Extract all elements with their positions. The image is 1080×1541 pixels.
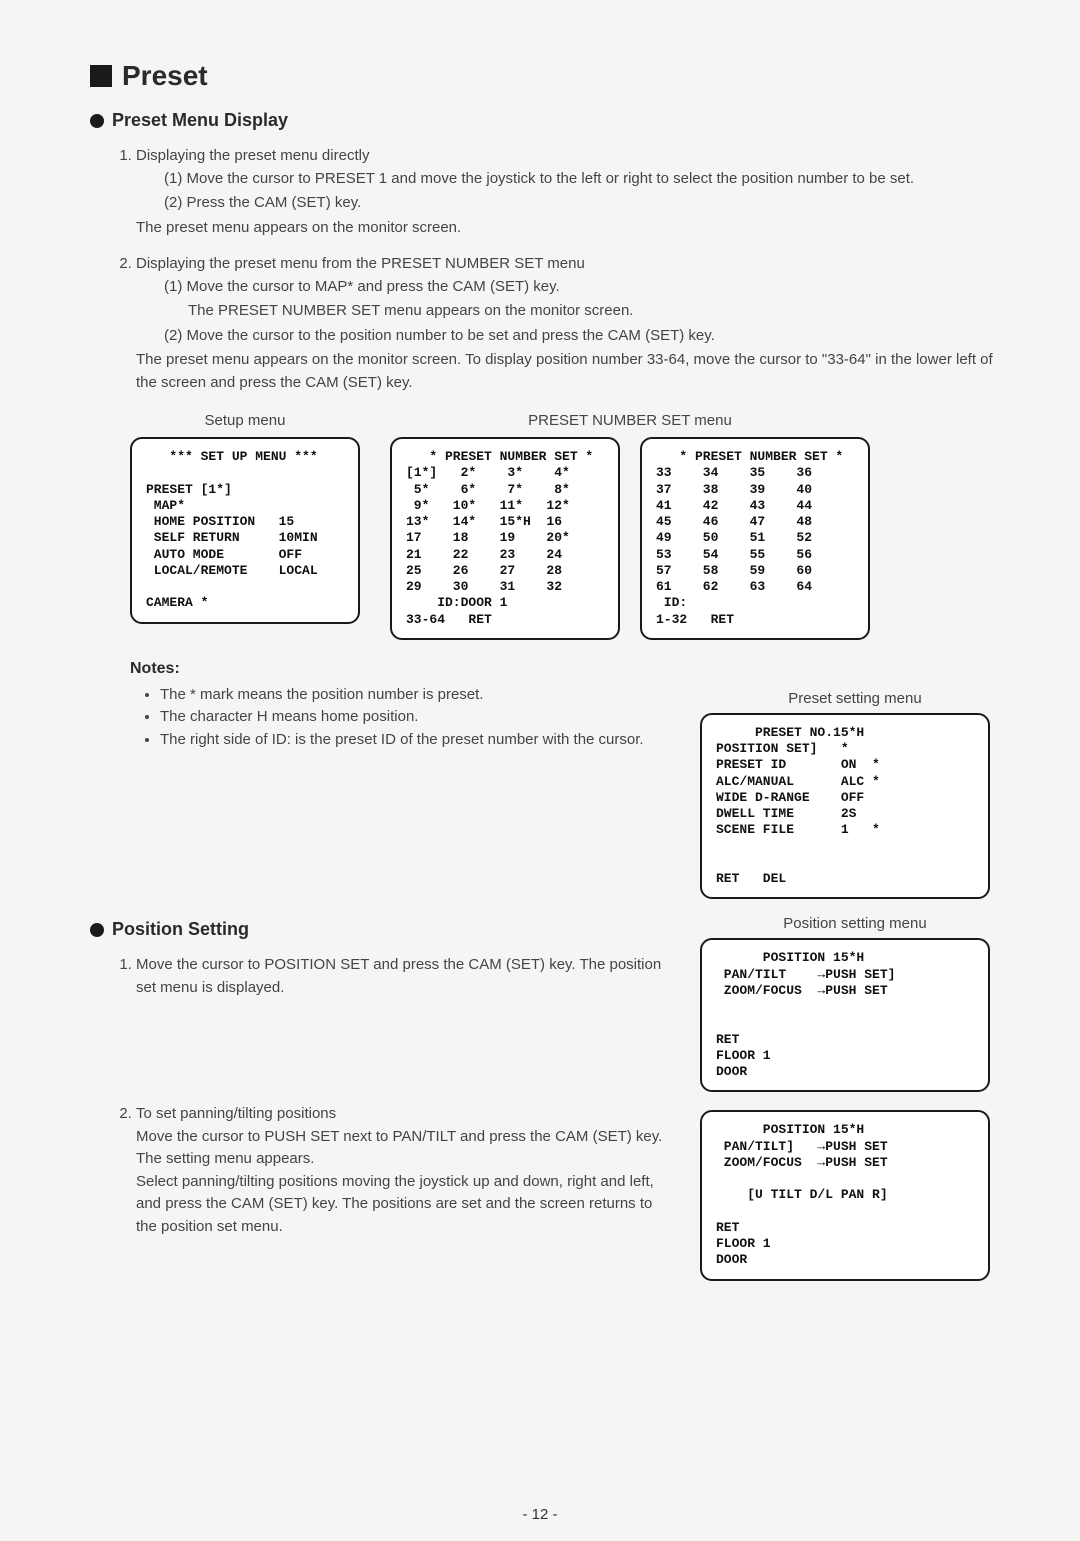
step-text: The PRESET NUMBER SET menu appears on th… [164,300,1010,323]
step-text: Move the cursor to PUSH SET next to PAN/… [136,1126,670,1171]
step-text: Move the cursor to POSITION SET and pres… [136,956,661,996]
step-text: Select panning/tilting positions moving … [136,1171,670,1239]
note-item: The character H means home position. [160,706,670,729]
preset-number-screen-2: * PRESET NUMBER SET * 33 34 35 36 37 38 … [640,437,870,640]
notes-list: The * mark means the position number is … [130,684,670,752]
item-intro: Displaying the preset menu directly [136,147,369,164]
step-text: (2) Move the cursor to the position numb… [164,325,1010,348]
page-title: Preset [122,60,208,92]
page-number: - 12 - [0,1506,1080,1523]
section-heading: Position Setting [112,919,249,940]
section-heading-row: Position Setting [90,919,670,940]
step-text: The preset menu appears on the monitor s… [136,217,1010,240]
section-heading: Preset Menu Display [112,110,288,131]
notes-block: Notes: The * mark means the position num… [130,660,1010,900]
setup-menu-screen: *** SET UP MENU *** PRESET [1*] MAP* HOM… [130,437,360,624]
list-item: Move the cursor to POSITION SET and pres… [136,954,670,1089]
menu-label: PRESET NUMBER SET menu [528,412,732,429]
step-text: (1) Move the cursor to MAP* and press th… [164,276,1010,299]
notes-left: The * mark means the position number is … [130,684,670,752]
note-item: The right side of ID: is the preset ID o… [160,729,670,752]
menu-screens-row: Setup menu *** SET UP MENU *** PRESET [1… [130,412,1010,640]
list-item: Displaying the preset menu from the PRES… [136,253,1010,394]
menu-label: Position setting menu [700,915,1010,932]
list-item: Displaying the preset menu directly (1) … [136,145,1010,239]
procedure-list-2: Move the cursor to POSITION SET and pres… [90,954,670,1238]
spacer [700,1092,1010,1110]
item-inner: (1) Move the cursor to MAP* and press th… [136,276,1010,348]
step-text: The preset menu appears on the monitor s… [136,349,1010,394]
notes-title: Notes: [130,660,1010,678]
list-item: To set panning/tilting positions Move th… [136,1103,670,1238]
position-setting-screen-1: POSITION 15*H PAN/TILT →PUSH SET] ZOOM/F… [700,938,990,1092]
square-icon [90,65,112,87]
menu-label: Preset setting menu [700,690,1010,707]
spacer [136,999,670,1089]
menu-col-setup: Setup menu *** SET UP MENU *** PRESET [1… [130,412,360,624]
preset-number-screen-1: * PRESET NUMBER SET * [1*] 2* 3* 4* 5* 6… [390,437,620,640]
item-intro: Displaying the preset menu from the PRES… [136,255,585,272]
section-heading-row: Preset Menu Display [90,110,1010,131]
pnset-pair: * PRESET NUMBER SET * [1*] 2* 3* 4* 5* 6… [390,437,870,640]
bullet-icon [90,114,104,128]
item-intro: To set panning/tilting positions [136,1105,336,1122]
note-item: The * mark means the position number is … [160,684,670,707]
menu-col-pnset: PRESET NUMBER SET menu * PRESET NUMBER S… [390,412,870,640]
bullet-icon [90,923,104,937]
section2-left: Position Setting Move the cursor to POSI… [90,909,670,1256]
position-setting-screen-2: POSITION 15*H PAN/TILT] →PUSH SET ZOOM/F… [700,1110,990,1280]
notes-right: Preset setting menu PRESET NO.15*H POSIT… [700,684,1010,900]
menu-label: Setup menu [205,412,286,429]
procedure-list-1: Displaying the preset menu directly (1) … [90,145,1010,394]
step-text: (1) Move the cursor to PRESET 1 and move… [164,168,1010,191]
section2-two-col: Position Setting Move the cursor to POSI… [90,909,1010,1280]
notes-two-col: The * mark means the position number is … [130,684,1010,900]
page-title-row: Preset [90,60,1010,92]
section2-right: Position setting menu POSITION 15*H PAN/… [700,909,1010,1280]
item-inner: (1) Move the cursor to PRESET 1 and move… [136,168,1010,215]
preset-setting-screen: PRESET NO.15*H POSITION SET] * PRESET ID… [700,713,990,900]
step-text: (2) Press the CAM (SET) key. [164,192,1010,215]
